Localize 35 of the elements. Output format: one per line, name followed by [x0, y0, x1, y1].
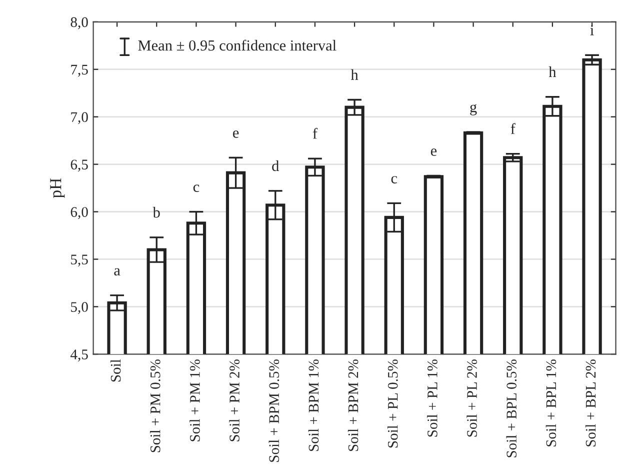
x-tick-label: Soil + BPM 2%: [348, 360, 358, 451]
y-axis-title: pH: [50, 178, 65, 198]
x-tick-label: Soil + PM 2%: [229, 360, 240, 442]
y-tick-label: 8,0: [70, 17, 88, 30]
annotation: e: [233, 130, 239, 138]
annotation: f: [510, 123, 516, 134]
x-tick-label: Soil + BPM 1%: [308, 360, 319, 451]
annotation: e: [430, 148, 437, 156]
y-tick-label: 6,0: [70, 207, 88, 220]
x-tick-label: Soil: [110, 359, 121, 382]
x-tick-label: Soil + PL 0.5%: [388, 360, 398, 448]
x-tick-label: Soil + PM 1%: [190, 360, 200, 442]
y-tick-label: 5,0: [71, 302, 88, 314]
x-tick-label: Soil + BPM 0.5%: [268, 360, 280, 462]
annotation: h: [548, 66, 556, 77]
annotation: c: [193, 184, 200, 192]
annotation: c: [391, 176, 398, 184]
annotation: a: [114, 268, 120, 276]
x-tick-label: Soil + BPL 2%: [585, 360, 596, 446]
y-tick-label: 7,0: [71, 112, 88, 124]
annotation: h: [350, 69, 358, 80]
annotation: g: [470, 104, 477, 116]
y-tick-label: 6,5: [70, 160, 88, 172]
annotation: f: [312, 128, 318, 139]
x-tick-label: Soil + PM 0.5%: [150, 360, 160, 452]
y-tick-label: 4,5: [70, 350, 88, 362]
x-tick-label: Soil + PL 1%: [427, 360, 438, 437]
x-tick-label: Soil + PL 2%: [466, 360, 477, 437]
annotation: b: [152, 206, 160, 218]
y-tick-label: 5,5: [71, 254, 88, 267]
y-tick-label: 7,5: [71, 64, 88, 77]
annotation: Mean ± 0.95 confidence interval: [138, 40, 336, 51]
x-tick-label: Soil + BPL 0.5%: [506, 360, 517, 458]
annotation: d: [272, 160, 280, 172]
x-tick-label: Soil + BPL 1%: [546, 360, 556, 446]
